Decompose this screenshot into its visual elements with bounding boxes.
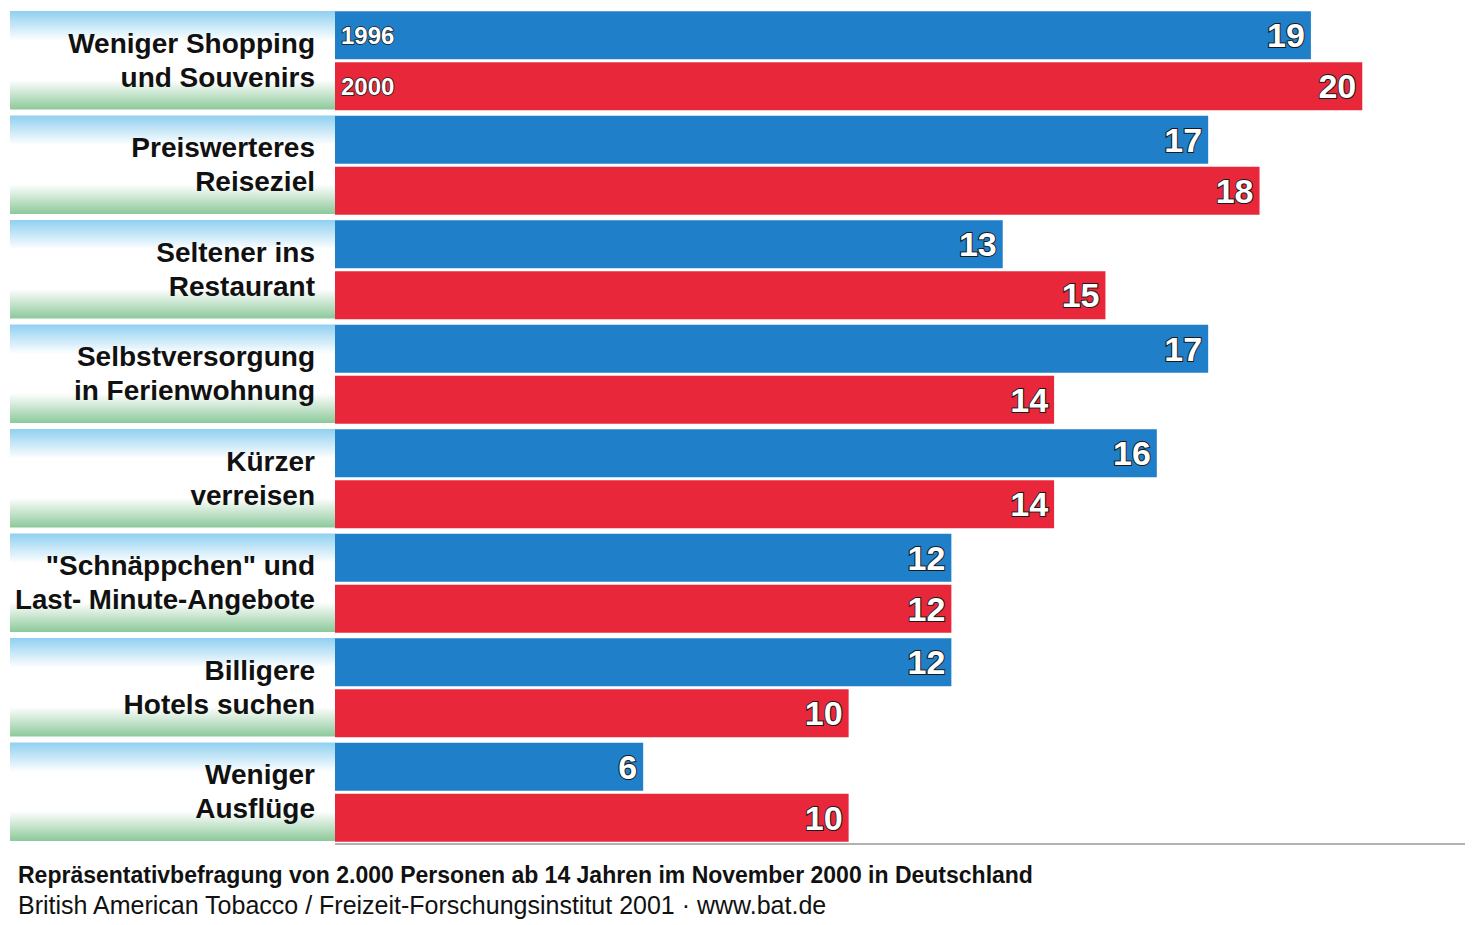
svg-text:2000: 2000 — [341, 73, 394, 100]
svg-text:17: 17 — [1164, 330, 1202, 368]
svg-text:Restaurant: Restaurant — [169, 271, 315, 302]
svg-text:1996: 1996 — [341, 22, 394, 49]
svg-text:12: 12 — [908, 590, 946, 628]
svg-text:Weniger: Weniger — [205, 759, 315, 790]
svg-text:Ausflüge: Ausflüge — [195, 793, 315, 824]
svg-text:Reiseziel: Reiseziel — [195, 166, 315, 197]
svg-text:Billigere: Billigere — [205, 655, 315, 686]
svg-text:18: 18 — [1216, 172, 1254, 210]
svg-text:Seltener ins: Seltener ins — [156, 237, 315, 268]
svg-text:Kürzer: Kürzer — [226, 446, 315, 477]
svg-text:in Ferienwohnung: in Ferienwohnung — [74, 375, 315, 406]
svg-text:Selbstversorgung: Selbstversorgung — [77, 341, 315, 372]
svg-text:Hotels suchen: Hotels suchen — [124, 689, 315, 720]
svg-text:17: 17 — [1164, 121, 1202, 159]
svg-text:12: 12 — [908, 539, 946, 577]
svg-text:Weniger Shopping: Weniger Shopping — [68, 28, 315, 59]
svg-text:19: 19 — [1267, 16, 1305, 54]
svg-text:20: 20 — [1318, 67, 1356, 105]
svg-text:16: 16 — [1113, 434, 1151, 472]
svg-text:14: 14 — [1010, 381, 1048, 419]
svg-text:10: 10 — [805, 799, 843, 837]
svg-text:10: 10 — [805, 694, 843, 732]
svg-text:14: 14 — [1010, 485, 1048, 523]
svg-text:12: 12 — [908, 643, 946, 681]
svg-text:6: 6 — [618, 748, 637, 786]
html-text:Repräsentativbefragung von 2.0: Repräsentativbefragung von 2.000 Persone… — [18, 862, 1033, 888]
html-text:British American Tobacco / Fre: British American Tobacco / Freizeit-Fors… — [18, 891, 827, 919]
svg-text:"Schnäppchen" und: "Schnäppchen" und — [46, 550, 315, 581]
svg-text:13: 13 — [959, 225, 997, 263]
svg-text:und Souvenirs: und Souvenirs — [121, 62, 315, 93]
svg-text:Last- Minute-Angebote: Last- Minute-Angebote — [15, 584, 315, 615]
svg-text:Preiswerteres: Preiswerteres — [131, 132, 315, 163]
svg-text:15: 15 — [1062, 276, 1100, 314]
svg-text:verreisen: verreisen — [190, 480, 315, 511]
